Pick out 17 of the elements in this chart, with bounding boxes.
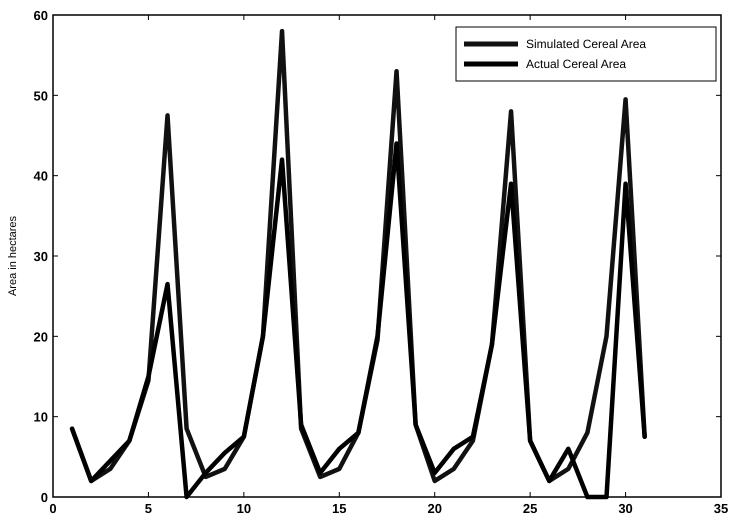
x-tick-label: 5 <box>144 501 152 516</box>
y-tick-label: 40 <box>34 168 48 184</box>
x-tick-label: 30 <box>618 501 633 516</box>
legend-label: Actual Cereal Area <box>526 57 626 71</box>
y-tick-label: 20 <box>34 329 48 344</box>
y-tick-label: 10 <box>34 410 48 425</box>
y-tick-label: 0 <box>40 490 48 505</box>
x-tick-label: 10 <box>236 501 252 516</box>
y-tick-label: 60 <box>34 8 48 23</box>
x-tick-label: 15 <box>332 501 347 516</box>
y-tick-label: 50 <box>34 88 48 104</box>
y-axis-title: Area in hectares <box>7 215 19 296</box>
y-tick-label: 30 <box>34 249 48 264</box>
legend-label: Simulated Cereal Area <box>526 37 646 51</box>
x-tick-label: 25 <box>522 501 538 516</box>
x-tick-label: 35 <box>714 501 728 516</box>
x-tick-label: 20 <box>427 501 442 516</box>
